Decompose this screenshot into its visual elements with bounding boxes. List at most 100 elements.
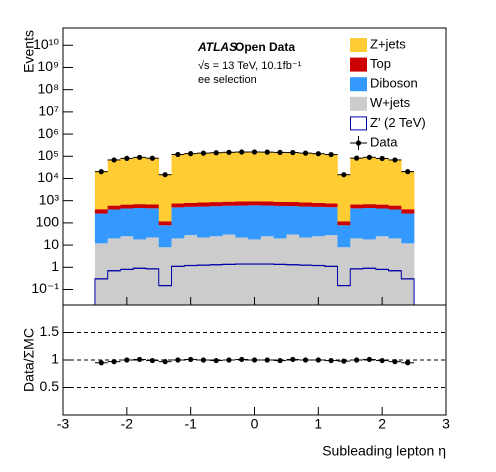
data-point [354, 155, 360, 161]
y-tick-label: 10³ [39, 191, 60, 207]
data-point [366, 154, 372, 160]
legend-swatch [350, 57, 367, 72]
data-point [251, 149, 258, 155]
y-tick-label: 10⁻¹ [31, 280, 59, 296]
stack-bar [299, 237, 313, 305]
data-point [200, 150, 207, 156]
ratio-axis-title: Data/ΣMC [21, 328, 37, 392]
y-tick-label: 10¹⁰ [33, 36, 59, 52]
stack-bar [273, 152, 287, 202]
data-point [264, 149, 270, 155]
stack-bar [299, 153, 313, 203]
stack-bar [145, 204, 160, 209]
stack-bar [133, 157, 147, 205]
stack-bar [363, 208, 377, 240]
stack-bar [235, 152, 249, 202]
stack-bar [286, 202, 300, 207]
x-axis-title: Subleading lepton η [322, 443, 446, 459]
x-tick-label: -1 [184, 416, 197, 432]
stack-bar [222, 152, 236, 202]
stack-bar [107, 159, 121, 206]
legend-label: Z' (2 TeV) [370, 115, 426, 130]
stack-bar [248, 201, 262, 206]
stack-bar [209, 236, 223, 305]
ratio-point [251, 357, 258, 363]
stack-bar [248, 239, 262, 305]
stack-bar [388, 205, 402, 210]
data-point [111, 157, 117, 163]
legend-point [355, 140, 362, 146]
y-tick-label: 1 [51, 258, 59, 274]
legend-swatch [350, 116, 367, 131]
ratio-point [188, 356, 194, 363]
stack-bar [94, 171, 108, 210]
selection-label: ee selection [198, 74, 257, 86]
stack-bar [286, 152, 300, 203]
stack-bar [324, 207, 338, 236]
data-point [137, 154, 143, 160]
stack-bar [107, 238, 121, 305]
x-tick-label: 2 [378, 416, 386, 432]
stack-bar [235, 201, 249, 206]
stack-bar [311, 206, 326, 237]
stack-bar [120, 158, 134, 205]
ratio-point [162, 359, 168, 365]
y-tick-label: 10⁶ [38, 125, 59, 141]
stack-bar [299, 206, 313, 238]
stack-bar [158, 225, 172, 248]
stack-bar [197, 202, 211, 207]
stack-bar [120, 208, 134, 237]
stack-bar [171, 207, 185, 239]
stack-bar [260, 152, 274, 202]
stack-bar [324, 154, 338, 204]
stack-bar [184, 206, 198, 236]
x-tick-label: 0 [251, 416, 259, 432]
y-tick-label: 10⁷ [38, 103, 59, 119]
ratio-point [302, 357, 309, 363]
stack-bar [260, 201, 274, 206]
data-point [341, 172, 347, 178]
ratio-point [341, 358, 347, 364]
stack-bar [350, 208, 364, 239]
data-point [277, 149, 283, 156]
stack-bar [120, 204, 134, 209]
data-point [175, 151, 181, 158]
stack-bar [363, 204, 377, 209]
stack-bar [158, 221, 172, 226]
stack-bar [337, 174, 351, 222]
x-tick-label: 1 [314, 416, 322, 432]
ratio-point [392, 359, 398, 365]
ratio-point [98, 360, 104, 366]
ratio-point [405, 360, 411, 366]
stack-bar [363, 157, 377, 205]
ratio-point [379, 357, 385, 364]
stack-bar [222, 234, 236, 305]
stack-bar [375, 204, 389, 209]
stack-bar [107, 205, 121, 210]
stack-bar [260, 236, 274, 305]
ratio-point [290, 356, 296, 363]
stack-bar [311, 236, 326, 305]
ratio-point [137, 356, 143, 363]
stack-bar [197, 153, 211, 203]
stack-bar [184, 235, 198, 305]
stack-bar [311, 202, 326, 207]
data-point [98, 169, 104, 175]
data-point [124, 155, 130, 161]
ratio-point [264, 357, 270, 363]
stack-bar [286, 206, 300, 235]
stack-bar [311, 153, 326, 203]
ratio-point [328, 357, 334, 364]
data-point [392, 157, 398, 163]
plot-area [94, 149, 415, 305]
data-point [239, 149, 245, 155]
stack-bar [375, 158, 389, 205]
legend-label: Data [370, 134, 398, 149]
y-tick-label: 100 [36, 214, 60, 230]
ratio-point [277, 357, 283, 364]
stack-bar [94, 209, 108, 214]
stack-bar [350, 158, 364, 205]
ratio-point [200, 357, 207, 363]
stack-bar [222, 205, 236, 235]
